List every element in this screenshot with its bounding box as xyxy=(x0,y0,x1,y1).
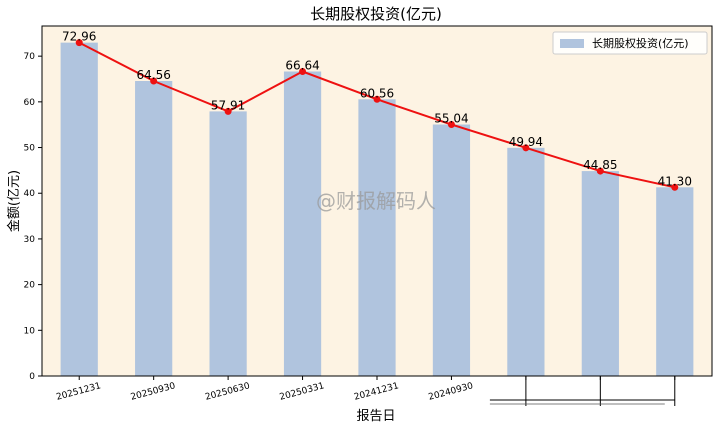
x-tick-label-20241231: 20241231 xyxy=(353,381,400,403)
bar-20240930 xyxy=(432,124,471,376)
point-20240331 xyxy=(596,167,604,175)
x-tick-label-20251231: 20251231 xyxy=(55,381,102,403)
bar-20250630 xyxy=(209,111,247,377)
y-tick-label: 70 xyxy=(24,52,36,62)
y-tick-label: 10 xyxy=(24,326,36,336)
legend-label: 长期股权投资(亿元) xyxy=(592,36,689,50)
y-tick-label: 50 xyxy=(24,144,36,154)
data-label-20240331: 44.85 xyxy=(583,158,617,172)
y-tick-label: 30 xyxy=(24,235,36,245)
data-label-20240930: 55.04 xyxy=(434,112,468,126)
point-20240930 xyxy=(447,121,455,129)
legend-swatch xyxy=(560,39,584,48)
bar-20241231 xyxy=(358,99,396,376)
bar-20251231 xyxy=(60,42,98,376)
y-tick-label: 60 xyxy=(24,98,36,108)
x-axis-title: 报告日 xyxy=(356,409,395,424)
x-tick-label-20250930: 20250930 xyxy=(130,381,177,403)
bar-20240331 xyxy=(581,171,619,376)
data-label-20250930: 64.56 xyxy=(136,68,170,82)
plot-frame xyxy=(41,25,713,377)
bar-20240630 xyxy=(507,147,545,376)
legend: 长期股权投资(亿元) xyxy=(552,31,708,55)
x-tick-label-20250331: 20250331 xyxy=(279,381,326,403)
point-20250930 xyxy=(150,77,158,85)
bar-20231231 xyxy=(656,187,694,376)
point-20231231 xyxy=(671,183,679,191)
y-tick-label: 0 xyxy=(29,372,35,382)
point-20240630 xyxy=(522,144,530,152)
point-20250630 xyxy=(224,107,232,115)
point-20250331 xyxy=(299,68,307,76)
data-label-20250331: 66.64 xyxy=(285,59,319,73)
legend-box xyxy=(552,31,708,55)
point-20241231 xyxy=(373,95,381,103)
data-label-20240630: 49.94 xyxy=(509,135,543,149)
x-tick-label-20250630: 20250630 xyxy=(204,381,251,403)
bar-20250930 xyxy=(135,81,173,376)
occluding-overlay xyxy=(485,382,720,416)
chart-title: 长期股权投资(亿元) xyxy=(310,5,442,23)
x-tick-label-20240930: 20240930 xyxy=(428,381,475,403)
watermark: @财报解码人 xyxy=(316,189,436,213)
point-20251231 xyxy=(75,39,83,47)
bar-20250331 xyxy=(283,71,322,376)
data-label-20231231: 41.30 xyxy=(658,174,692,188)
data-label-20241231: 60.56 xyxy=(360,86,394,100)
data-label-20250630: 57.91 xyxy=(211,98,245,112)
y-tick-label: 40 xyxy=(24,189,36,199)
data-label-20251231: 72.96 xyxy=(62,30,96,44)
y-tick-label: 20 xyxy=(24,281,36,291)
y-axis-title: 金额(亿元) xyxy=(6,170,22,232)
